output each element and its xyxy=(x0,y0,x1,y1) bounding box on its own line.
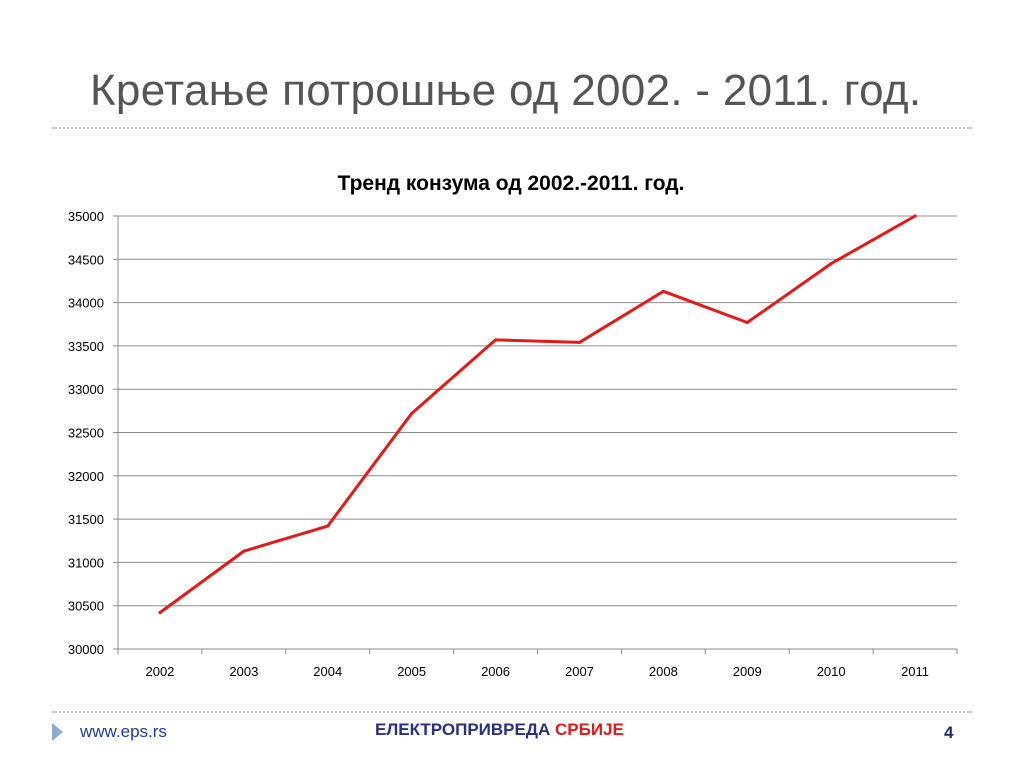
x-tick-label: 2006 xyxy=(481,664,510,679)
x-tick-label: 2007 xyxy=(565,664,594,679)
y-tick-label: 32000 xyxy=(68,469,104,484)
x-tick-label: 2004 xyxy=(313,664,342,679)
organization-name-part2: СРБИЈЕ xyxy=(554,720,624,739)
series xyxy=(158,214,917,615)
x-tick-label: 2009 xyxy=(733,664,762,679)
y-tick-label: 31500 xyxy=(68,512,104,527)
y-tick-label: 34500 xyxy=(68,252,104,267)
x-tick-label: 2010 xyxy=(817,664,846,679)
arrow-bullet-icon xyxy=(52,723,63,741)
footer-url-link[interactable]: www.eps.rs xyxy=(80,722,167,741)
data-point xyxy=(158,611,162,615)
data-point xyxy=(577,340,581,344)
footer-organization: ЕЛЕКТРОПРИВРЕДА СРБИЈЕ xyxy=(375,720,624,740)
y-tick-label: 33500 xyxy=(68,339,104,354)
y-tick-labels: 30000 30500 31000 31500 32000 32500 33000 33500… xyxy=(68,209,104,657)
data-point xyxy=(494,338,498,342)
y-tick-label: 31000 xyxy=(68,555,104,570)
footer-divider xyxy=(52,711,972,713)
y-tick-label: 35000 xyxy=(68,209,104,224)
data-point xyxy=(661,289,665,293)
slide-title: Кретање потрошње од 2002. - 2011. год. xyxy=(90,66,922,115)
y-tick-label: 30500 xyxy=(68,599,104,614)
x-tick-labels: 2002 2003 2004 2005 2006 2007 2008 2009 2010 2011 xyxy=(145,664,929,679)
x-tick-label: 2002 xyxy=(145,664,174,679)
chart-title: Тренд конзума од 2002.-2011. год. xyxy=(338,172,685,195)
data-point xyxy=(913,214,917,218)
page-number: 4 xyxy=(944,723,954,742)
data-point xyxy=(326,524,330,528)
y-tick-label: 32500 xyxy=(68,426,104,441)
data-point xyxy=(745,321,749,325)
series-line xyxy=(158,214,917,615)
title-divider xyxy=(52,127,972,129)
y-tick-label: 34000 xyxy=(68,296,104,311)
organization-name-part1: ЕЛЕКТРОПРИВРЕДА xyxy=(375,720,551,739)
x-tick-label: 2005 xyxy=(397,664,426,679)
y-tick-label: 33000 xyxy=(68,382,104,397)
y-tick-label: 30000 xyxy=(68,642,104,657)
data-point xyxy=(829,262,833,266)
axes xyxy=(113,215,958,654)
x-tick-label: 2003 xyxy=(229,664,258,679)
x-tick-label: 2011 xyxy=(901,664,929,679)
data-point xyxy=(242,549,246,553)
gridlines xyxy=(118,215,957,607)
x-tick-label: 2008 xyxy=(649,664,678,679)
data-point xyxy=(410,411,414,415)
